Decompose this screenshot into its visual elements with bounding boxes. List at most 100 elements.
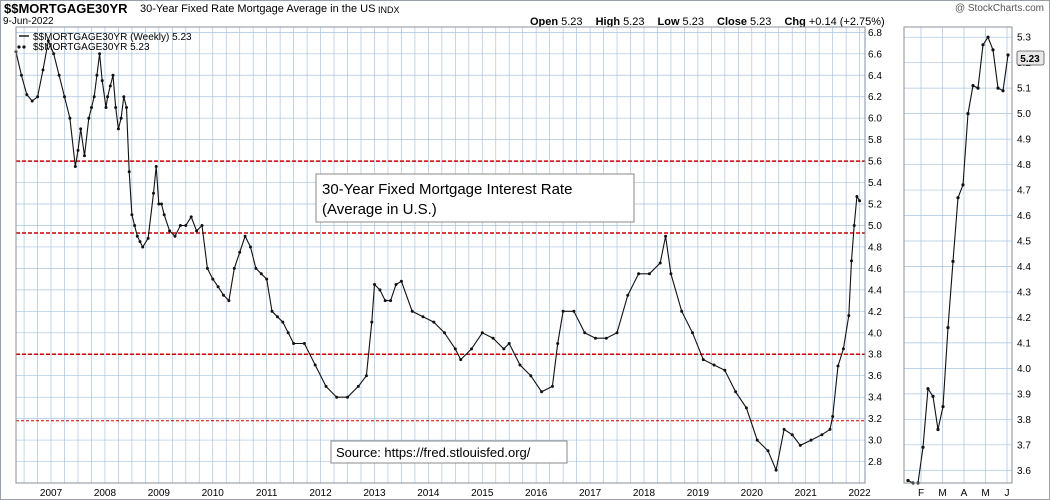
side-x-tick-label: M [938, 488, 946, 499]
series-point [184, 224, 188, 227]
y-tick-label: 6.0 [868, 114, 882, 125]
side-y-tick-label: 4.6 [1017, 211, 1031, 222]
series-point [836, 364, 840, 368]
series-point [41, 68, 45, 72]
series-point [63, 95, 66, 99]
series-point [281, 320, 285, 324]
side-series-point [921, 445, 925, 449]
series-point [798, 443, 802, 447]
series-point [470, 347, 473, 351]
series-point [227, 299, 231, 303]
series-point [286, 331, 290, 335]
side-x-tick-label: A [961, 488, 968, 499]
y-tick-label: 6.6 [868, 49, 882, 60]
y-tick-label: 4.2 [868, 307, 882, 318]
exchange-label: INDX [378, 5, 400, 15]
ohlc-readout: Open 5.23 High 5.23 Low 5.23 Close 5.23 Chg +… [530, 16, 885, 28]
y-tick-label: 5.0 [868, 221, 882, 232]
symbol-title: $$MORTGAGE30YR [4, 1, 128, 16]
series-point [647, 272, 651, 276]
side-series-point [961, 183, 965, 187]
legend-label-2: $$MORTGAGE30YR 5.23 [33, 42, 150, 53]
side-series-point [981, 43, 985, 47]
series-point [154, 165, 158, 168]
series-line [15, 38, 861, 472]
side-series-point [951, 259, 955, 263]
series-point [701, 358, 705, 362]
series-point [356, 384, 360, 388]
last-value-badge-text: 5.23 [1020, 54, 1040, 65]
side-series-point [946, 326, 950, 330]
series-point [712, 363, 716, 367]
x-tick-label: 2011 [256, 488, 278, 499]
series-point [828, 427, 832, 431]
side-series-point [936, 427, 940, 432]
series-point [335, 395, 339, 399]
source-annotation: Source: https://fred.stlouisfed.org/ [330, 440, 568, 464]
side-series-point [976, 86, 980, 90]
series-point [518, 363, 522, 367]
series-point [270, 309, 274, 313]
series-point [383, 299, 387, 303]
series-point [841, 347, 845, 351]
series-point [104, 106, 108, 109]
y-tick-label: 5.2 [868, 200, 882, 211]
horizontal-levels [16, 160, 865, 422]
series-point [83, 154, 86, 158]
series-point [561, 309, 565, 313]
x-tick-label: 2007 [40, 488, 63, 499]
x-tick-label: 2012 [309, 488, 332, 499]
y-tick-label: 6.2 [868, 92, 882, 103]
series-point [30, 99, 34, 103]
y-tick-label: 3.8 [868, 350, 882, 361]
side-series-point [926, 387, 930, 391]
series-point [615, 331, 619, 335]
y-tick-label: 6.8 [868, 28, 882, 39]
series-point [664, 234, 668, 238]
y-tick-label: 3.0 [868, 436, 882, 447]
series-point [73, 165, 77, 168]
source-annotation-text: Source: https://fred.stlouisfed.org/ [336, 445, 531, 460]
series-point [364, 374, 368, 378]
close-value: 5.23 [750, 16, 772, 28]
x-tick-label: 2015 [471, 488, 494, 499]
side-y-tick-label: 5.1 [1017, 84, 1031, 95]
side-y-tick-label: 3.6 [1017, 466, 1031, 477]
last-value-badge-box [1016, 50, 1045, 66]
x-tick-label: 2021 [795, 488, 818, 499]
y-tick-label: 6.4 [868, 71, 882, 82]
series-point [774, 468, 778, 472]
title-annotation-line2: (Average in U.S.) [322, 201, 437, 218]
series-point [249, 245, 252, 249]
y-tick-label: 2.8 [868, 457, 882, 468]
series-point [68, 116, 72, 120]
series-point [540, 390, 544, 394]
series-point [809, 438, 813, 442]
series-point [52, 52, 56, 56]
series-point [135, 234, 139, 238]
last-value-badge: 5.23 [1016, 50, 1045, 66]
low-value: 5.23 [682, 16, 704, 28]
series-point [95, 73, 99, 77]
side-series-point [956, 196, 960, 200]
series-point [858, 199, 862, 203]
y-tick-label: 3.6 [868, 371, 882, 382]
high-label: High [595, 16, 621, 28]
series-point [604, 336, 608, 340]
series-point [173, 234, 177, 238]
y-tick-label: 4.0 [868, 328, 882, 339]
side-series-point [971, 84, 975, 88]
series-point [583, 331, 587, 335]
series-point [459, 358, 463, 362]
legend-dot-marker [17, 45, 21, 49]
series-point [313, 363, 317, 367]
side-series-point [1006, 53, 1010, 57]
series-point [373, 283, 376, 286]
side-series-point [966, 112, 970, 116]
series-point [178, 224, 182, 227]
x-tick-label: 2022 [848, 488, 871, 499]
side-y-tick-label: 4.2 [1017, 313, 1031, 324]
side-x-tick-label: M [981, 488, 989, 499]
symbol-description: 30-Year Fixed Rate Mortgage Average in t… [140, 3, 376, 15]
